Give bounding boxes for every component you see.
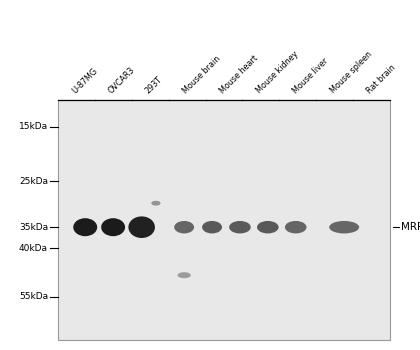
Ellipse shape xyxy=(285,221,307,233)
FancyBboxPatch shape xyxy=(58,100,390,340)
Text: 15kDa: 15kDa xyxy=(19,122,48,131)
Text: Mouse heart: Mouse heart xyxy=(218,53,260,95)
Ellipse shape xyxy=(174,221,194,233)
Ellipse shape xyxy=(257,221,278,233)
Text: Mouse spleen: Mouse spleen xyxy=(328,50,373,95)
Ellipse shape xyxy=(129,216,155,238)
Text: U-87MG: U-87MG xyxy=(70,66,99,95)
Ellipse shape xyxy=(229,221,251,233)
FancyBboxPatch shape xyxy=(59,101,389,339)
Text: OVCAR3: OVCAR3 xyxy=(107,65,137,95)
Ellipse shape xyxy=(329,221,359,233)
Text: 25kDa: 25kDa xyxy=(19,177,48,186)
Text: Mouse kidney: Mouse kidney xyxy=(255,49,300,95)
Text: 55kDa: 55kDa xyxy=(19,292,48,301)
Text: 293T: 293T xyxy=(144,75,164,95)
Text: 35kDa: 35kDa xyxy=(19,223,48,232)
Ellipse shape xyxy=(101,218,125,236)
Text: Mouse liver: Mouse liver xyxy=(291,56,331,95)
Text: Mouse brain: Mouse brain xyxy=(181,54,222,95)
Ellipse shape xyxy=(178,272,191,278)
Ellipse shape xyxy=(202,221,222,233)
Text: Rat brain: Rat brain xyxy=(365,63,398,95)
Ellipse shape xyxy=(73,218,97,236)
Text: MRPL45: MRPL45 xyxy=(401,222,420,232)
Text: 40kDa: 40kDa xyxy=(19,244,48,253)
Ellipse shape xyxy=(151,201,160,205)
